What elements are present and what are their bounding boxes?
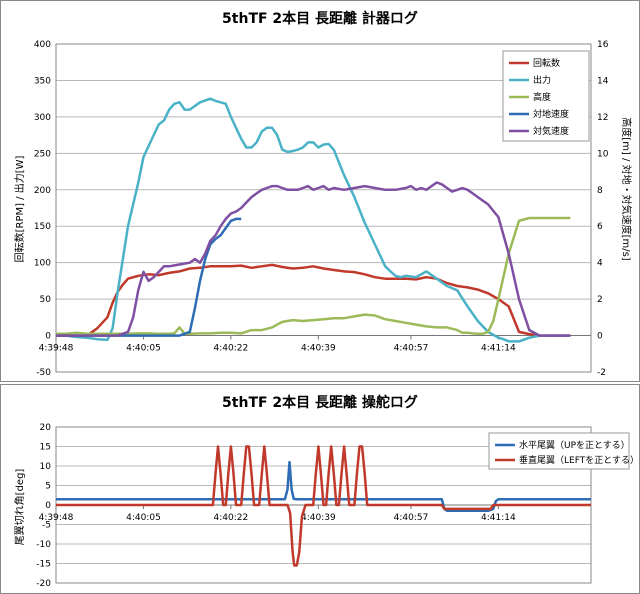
- legend-label: 水平尾翼（UPを正とする）: [519, 439, 630, 451]
- y-tick-label: 10: [40, 462, 52, 472]
- y-tick-label: -10: [36, 540, 51, 550]
- legend-label: 垂直尾翼（LEFTを正とする）: [519, 454, 639, 466]
- x-tick-label: 4:40:39: [301, 344, 336, 354]
- series-line-2: [56, 97, 571, 343]
- instrument-log-chart: 5thTF 2本目 長距離 計器ログ 回転数[RPM] / 出力[W] 高度[m…: [0, 0, 640, 382]
- y-tick-label: -5: [42, 521, 51, 531]
- legend: 水平尾翼（UPを正とする） 垂直尾翼（LEFTを正とする）: [488, 432, 639, 470]
- chart2-title: 5thTF 2本目 長距離 操舵ログ: [222, 394, 418, 411]
- series-line-1: [56, 460, 591, 513]
- legend-label: 高度: [533, 91, 551, 103]
- y-tick-label: 250: [34, 149, 51, 159]
- y2-tick-label: 8: [597, 186, 603, 196]
- legend-label: 回転数: [533, 57, 560, 69]
- y-tick-label: -15: [36, 560, 51, 570]
- y-tick-label: 20: [40, 423, 52, 433]
- x-tick-label: 4:40:05: [126, 344, 161, 354]
- chart1-title: 5thTF 2本目 長距離 計器ログ: [222, 10, 418, 27]
- x-tick-label: 4:40:05: [126, 513, 161, 523]
- y-tick-label: 50: [40, 295, 52, 305]
- legend-label: 出力: [533, 74, 551, 86]
- series-line-2: [56, 445, 591, 567]
- y-tick-label: 200: [34, 186, 51, 196]
- chart2-y-axis-label: 尾翼切れ角[deg]: [14, 469, 26, 546]
- y-tick-label: 5: [45, 482, 51, 492]
- chart1-y-axis-label: 回転数[RPM] / 出力[W]: [13, 155, 26, 262]
- steering-log-chart: 5thTF 2本目 長距離 操舵ログ 尾翼切れ角[deg] -20 -15 -10 -…: [0, 384, 640, 594]
- y2-tick-label: 0: [597, 332, 603, 342]
- y2-tick-label: 16: [597, 40, 609, 50]
- y-tick-label: 15: [40, 443, 51, 453]
- x-tick-label: 4:39:48: [39, 344, 74, 354]
- x-tick-label: 4:40:57: [394, 513, 429, 523]
- chart1-y2-axis-label: 高度[m] / 対地・対気速度[m/s]: [620, 117, 633, 260]
- legend-box: [488, 432, 630, 470]
- y-tick-label: -50: [36, 368, 51, 378]
- x-tick-label: 4:41:14: [481, 344, 516, 354]
- y2-tick-label: 2: [597, 295, 603, 305]
- y2-tick-label: 6: [597, 222, 603, 232]
- y2-tick-label: 4: [597, 259, 603, 269]
- y-tick-label: 0: [45, 501, 51, 511]
- y2-tick-label: 14: [597, 76, 609, 86]
- instrument-log-svg: 5thTF 2本目 長距離 計器ログ 回転数[RPM] / 出力[W] 高度[m…: [13, 10, 633, 378]
- plot-area: [55, 43, 592, 373]
- x-tick-label: 4:40:57: [394, 344, 429, 354]
- series-line-3: [56, 216, 571, 335]
- y-tick-label: 400: [34, 40, 51, 50]
- legend-label: 対気速度: [533, 125, 569, 137]
- legend-label: 対地速度: [533, 108, 569, 120]
- y-tick-label: 0: [45, 332, 51, 342]
- steering-log-svg: 5thTF 2本目 長距離 操舵ログ 尾翼切れ角[deg] -20 -15 -10 -…: [14, 394, 639, 589]
- x-tick-label: 4:40:22: [214, 513, 249, 523]
- x-tick-label: 4:41:14: [481, 513, 516, 523]
- x-tick-label: 4:40:39: [301, 513, 336, 523]
- y-tick-label: 300: [34, 113, 51, 123]
- y2-tick-label: -2: [597, 368, 606, 378]
- y2-tick-label: 10: [597, 149, 609, 159]
- series-line-5: [56, 181, 571, 337]
- y-tick-label: 350: [34, 76, 51, 86]
- y-tick-label: -20: [36, 579, 51, 589]
- x-tick-label: 4:39:48: [39, 513, 74, 523]
- y2-tick-label: 12: [597, 113, 608, 123]
- series-line-4: [56, 217, 242, 337]
- x-tick-label: 4:40:22: [214, 344, 249, 354]
- series-line-1: [56, 263, 571, 337]
- y-tick-label: 150: [34, 222, 51, 232]
- y-tick-label: 100: [34, 259, 51, 269]
